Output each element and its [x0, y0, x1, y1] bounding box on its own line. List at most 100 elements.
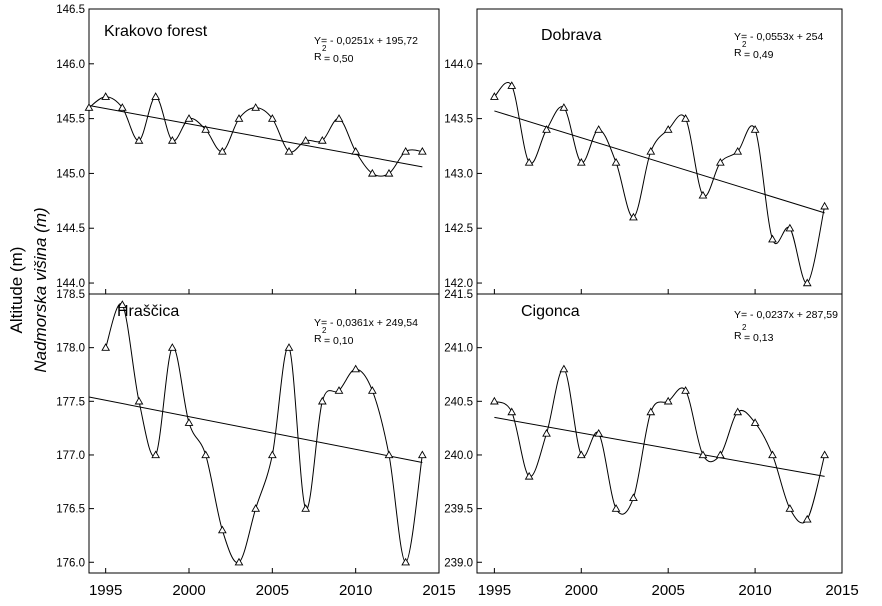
- data-point-marker: [84, 103, 94, 111]
- data-point-marker: [802, 278, 812, 287]
- series-line: [494, 368, 826, 524]
- y-tick-label: 144.0: [56, 278, 85, 290]
- chart-panel: 142.0 142.5 143.0 143.5 144.0 Dobrava Y= - 0,0…: [444, 8, 843, 295]
- r-squared-exponent: 2: [742, 323, 747, 332]
- x-tick-label: 2000: [172, 582, 205, 599]
- data-point-marker: [733, 146, 743, 155]
- y-tick-label: 178.5: [56, 289, 85, 301]
- y-tick-label: 240.0: [444, 450, 473, 462]
- data-point-marker: [184, 418, 194, 426]
- regression-equation: Y= - 0,0553x + 254: [734, 31, 823, 43]
- data-point-marker: [576, 450, 586, 459]
- y-tick-label: 143.5: [444, 114, 473, 126]
- regression-equation: Y= - 0,0251x + 195,72: [314, 35, 418, 47]
- data-point-marker: [217, 525, 227, 534]
- trend-line: [88, 104, 423, 168]
- data-point-marker: [351, 364, 361, 373]
- data-point-marker: [117, 300, 127, 308]
- data-point-marker: [681, 114, 690, 122]
- data-point-marker: [507, 407, 517, 416]
- r-squared-symbol: R: [314, 333, 322, 345]
- regression-equation: Y= - 0,0237x + 287,59: [734, 309, 838, 321]
- y-tick-label: 146.5: [56, 4, 85, 16]
- data-point-marker: [267, 114, 277, 122]
- y-tick-label: 144.5: [56, 223, 85, 235]
- data-point-marker: [384, 450, 394, 459]
- data-point-marker: [750, 125, 760, 133]
- trend-line: [494, 110, 825, 214]
- data-point-marker: [768, 234, 777, 243]
- chart-panel: 144.0 144.5 145.0 145.5 146.0 146.5 Krakovo fo…: [56, 4, 440, 295]
- trend-line: [88, 396, 423, 463]
- series-line: [494, 82, 826, 284]
- y-tick-label: 239.5: [444, 504, 473, 516]
- x-tick-label: 2010: [339, 582, 372, 599]
- x-tick-label: 2015: [422, 582, 455, 599]
- data-point-marker: [351, 146, 361, 155]
- data-point-marker: [151, 92, 161, 100]
- data-point-marker: [334, 386, 344, 394]
- data-point-marker: [663, 125, 673, 133]
- data-point-marker: [234, 557, 244, 566]
- x-tick-label: 1995: [478, 582, 511, 599]
- y-tick-label: 176.5: [56, 504, 85, 516]
- data-point-marker: [151, 450, 161, 459]
- data-point-marker: [524, 471, 534, 480]
- r-squared-exponent: 2: [322, 44, 327, 53]
- data-point-marker: [715, 157, 725, 166]
- panel-title: Krakovo forest: [104, 23, 208, 40]
- data-point-marker: [217, 146, 227, 155]
- regression-equation: Y= - 0,0361x + 249,54: [314, 317, 418, 329]
- y-tick-label: 178.0: [56, 343, 85, 355]
- data-point-marker: [101, 92, 111, 100]
- y-tick-label: 146.0: [56, 59, 85, 71]
- data-point-marker: [134, 396, 144, 405]
- r-squared-symbol: R: [314, 51, 322, 63]
- data-point-marker: [367, 386, 377, 394]
- data-point-marker: [401, 146, 411, 155]
- data-point-marker: [301, 136, 311, 144]
- data-point-marker: [785, 504, 795, 512]
- plot-frame: [88, 293, 440, 574]
- data-point-marker: [417, 450, 427, 459]
- r-squared-symbol: R: [734, 330, 742, 342]
- data-point-marker: [802, 514, 812, 523]
- y-tick-label: 142.5: [444, 223, 473, 235]
- data-point-marker: [646, 146, 656, 155]
- data-point-marker: [384, 168, 394, 177]
- data-point-marker: [490, 92, 499, 100]
- data-point-marker: [267, 450, 277, 459]
- chart-panel: 239.0 239.5 240.0 240.5 241.0 241.5 Cigonca Y= …: [444, 289, 843, 574]
- y-tick-label: 177.0: [56, 450, 85, 462]
- data-point-marker: [559, 364, 569, 373]
- data-point-marker: [629, 493, 638, 502]
- data-point-marker: [681, 386, 690, 394]
- data-point-marker: [542, 125, 551, 133]
- data-point-marker: [284, 343, 294, 351]
- panel-title: Cigonca: [521, 303, 580, 320]
- r-squared-value: = 0,13: [744, 332, 774, 344]
- chart-panels: 144.0 144.5 145.0 145.5 146.0 146.5 Krakovo fo…: [56, 4, 858, 599]
- plot-frame: [88, 8, 440, 295]
- data-point-marker: [201, 125, 211, 133]
- data-point-marker: [785, 223, 795, 232]
- data-point-marker: [284, 146, 294, 155]
- data-point-marker: [611, 504, 621, 512]
- data-point-marker: [317, 396, 327, 405]
- data-point-marker: [594, 125, 604, 133]
- y-tick-label: 239.0: [444, 557, 473, 569]
- data-point-marker: [234, 114, 244, 122]
- data-point-marker: [301, 504, 311, 512]
- data-point-marker: [134, 136, 144, 144]
- y-tick-label: 145.0: [56, 168, 85, 180]
- trend-line: [494, 416, 825, 477]
- data-point-marker: [251, 103, 261, 111]
- data-point-marker: [117, 103, 127, 111]
- y-axis-label-alt: Nadmorska višina (m): [31, 207, 50, 372]
- data-point-marker: [698, 450, 708, 459]
- data-point-marker: [524, 157, 534, 166]
- data-point-marker: [367, 168, 377, 177]
- data-point-marker: [101, 343, 111, 351]
- panel-title: Hraščica: [117, 303, 179, 320]
- data-point-marker: [611, 157, 621, 166]
